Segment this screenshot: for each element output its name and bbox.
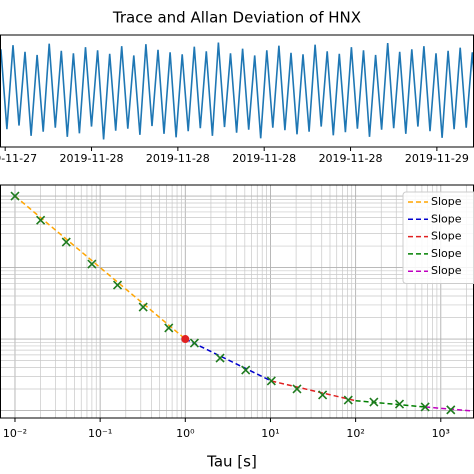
x-marker	[112, 280, 123, 290]
x-tick-label: 2019-11-29	[405, 152, 469, 165]
x-tick-label: 10³	[432, 427, 450, 440]
legend-label: Slope	[431, 212, 462, 225]
x-marker	[446, 405, 456, 415]
trace-area	[0, 42, 474, 140]
x-tick-label: 2019-11-28	[319, 152, 383, 165]
legend-label: Slope	[431, 264, 462, 277]
legend-label: Slope	[431, 195, 462, 208]
x-tick-label: 2019-11-27	[0, 152, 37, 165]
legend-label: Slope	[431, 247, 462, 260]
x-tick-label: 2019-11-28	[232, 152, 296, 165]
x-marker	[164, 323, 174, 333]
x-marker	[343, 395, 353, 405]
x-marker	[189, 338, 199, 348]
x-marker	[420, 402, 430, 412]
x-tick-label: 2019-11-28	[60, 152, 124, 165]
x-tick-label: 10⁻²	[3, 427, 27, 440]
legend-box	[402, 191, 474, 284]
chart-title: Trace and Allan Deviation of HNX	[112, 9, 361, 27]
x-tick-label: 10²	[346, 427, 364, 440]
x-marker	[266, 376, 276, 386]
x-tick-label: 10¹	[261, 427, 279, 440]
slope-line	[184, 338, 272, 382]
x-marker	[241, 365, 251, 375]
x-marker	[138, 302, 148, 312]
x-tick-label: 2019-11-28	[146, 152, 210, 165]
x-marker	[61, 237, 71, 247]
x-marker	[10, 191, 20, 201]
x-marker	[292, 384, 302, 394]
x-tick-label: 10⁻¹	[88, 427, 112, 440]
x-axis-label: Tau [s]	[206, 453, 257, 471]
x-marker	[87, 259, 97, 269]
trace-line	[0, 42, 474, 140]
x-marker	[369, 397, 379, 407]
plot-area	[0, 185, 474, 418]
legend-label: Slope	[431, 230, 462, 243]
slope-line	[355, 399, 426, 408]
x-marker	[318, 390, 328, 400]
slope-line	[14, 195, 186, 340]
x-marker	[36, 215, 46, 225]
slope-line	[271, 380, 356, 402]
x-marker	[215, 353, 225, 363]
dot-marker	[181, 335, 190, 344]
x-marker	[394, 399, 405, 409]
x-tick-label: 10⁰	[176, 427, 195, 440]
